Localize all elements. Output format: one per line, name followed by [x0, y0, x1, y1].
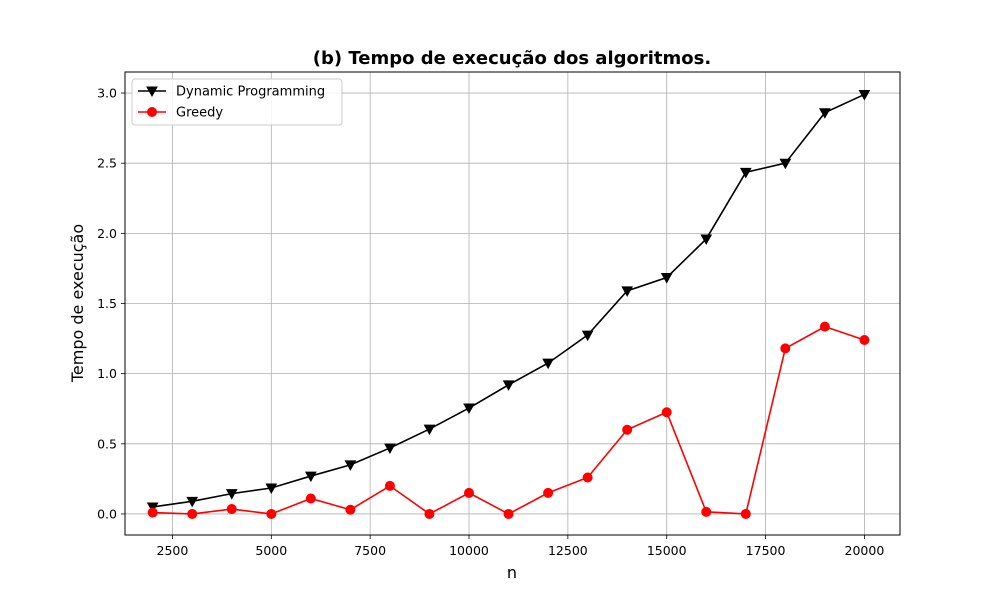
data-point: [700, 234, 713, 245]
x-tick-label: 17500: [746, 543, 786, 558]
data-point: [740, 508, 751, 519]
series-greedy: [147, 321, 870, 519]
data-point: [225, 489, 238, 500]
data-point: [464, 487, 475, 498]
y-axis-label: Tempo de execução: [68, 224, 87, 383]
data-point: [542, 358, 554, 370]
data-point: [305, 493, 316, 504]
data-point: [819, 108, 831, 119]
data-point: [661, 407, 672, 418]
legend-marker: [147, 107, 157, 117]
y-tick-label: 2.5: [97, 156, 117, 171]
x-axis-label: n: [507, 563, 517, 582]
data-point: [780, 343, 791, 354]
data-point: [304, 471, 317, 483]
data-point: [186, 496, 199, 508]
data-point: [344, 460, 357, 471]
x-tick-label: 15000: [647, 543, 687, 558]
data-point: [384, 443, 396, 455]
data-point: [701, 506, 712, 517]
data-point: [423, 424, 436, 436]
series-line: [152, 325, 865, 515]
data-point: [779, 158, 792, 170]
data-point: [503, 508, 514, 519]
data-point: [622, 424, 633, 435]
y-tick-label: 1.0: [97, 366, 117, 381]
data-point: [502, 380, 515, 391]
y-axis: 0.0 0.5 1.0 1.5 2.0 2.5 3.0: [97, 86, 125, 521]
x-tick-label: 7500: [354, 543, 386, 558]
data-point: [621, 286, 634, 297]
x-tick-label: 12500: [548, 543, 588, 558]
data-point: [819, 321, 830, 332]
data-point: [463, 403, 475, 415]
data-point: [582, 472, 593, 483]
data-point: [581, 330, 594, 342]
data-point: [146, 502, 159, 513]
data-point: [384, 480, 395, 491]
y-tick-label: 1.5: [97, 296, 117, 311]
chart-title: (b) Tempo de execução dos algoritmos.: [313, 48, 711, 69]
y-tick-label: 2.0: [97, 226, 117, 241]
legend-item: Dynamic Programming: [138, 85, 325, 100]
data-point: [345, 504, 356, 515]
data-point: [147, 507, 158, 518]
x-axis: 2500 5000 7500 10000 12500 15000 17500 20000: [157, 535, 885, 558]
x-tick-label: 2500: [157, 543, 189, 558]
data-point: [265, 483, 278, 495]
grid: [125, 72, 900, 535]
data-point: [187, 508, 198, 519]
data-point: [859, 334, 870, 345]
data-point: [266, 508, 277, 519]
y-tick-label: 3.0: [97, 86, 117, 101]
legend-box: [131, 78, 343, 126]
x-tick-label: 20000: [845, 543, 885, 558]
legend: Dynamic Programming Greedy: [131, 78, 343, 126]
legend-item: Greedy: [138, 106, 223, 121]
data-point: [739, 167, 752, 179]
series-line: [152, 93, 865, 508]
data-point: [226, 504, 237, 515]
data-point: [424, 508, 435, 519]
y-tick-label: 0.0: [97, 506, 117, 521]
series-dynamic-programming: [146, 89, 871, 513]
legend-label: Greedy: [176, 106, 223, 121]
y-tick-label: 0.5: [97, 436, 117, 451]
legend-label: Dynamic Programming: [176, 85, 325, 100]
data-point: [543, 487, 554, 498]
series-layer: [146, 89, 871, 519]
data-point: [660, 273, 673, 284]
x-tick-label: 10000: [449, 543, 489, 558]
legend-marker: [146, 86, 158, 98]
data-point: [858, 89, 871, 101]
x-tick-label: 5000: [255, 543, 287, 558]
